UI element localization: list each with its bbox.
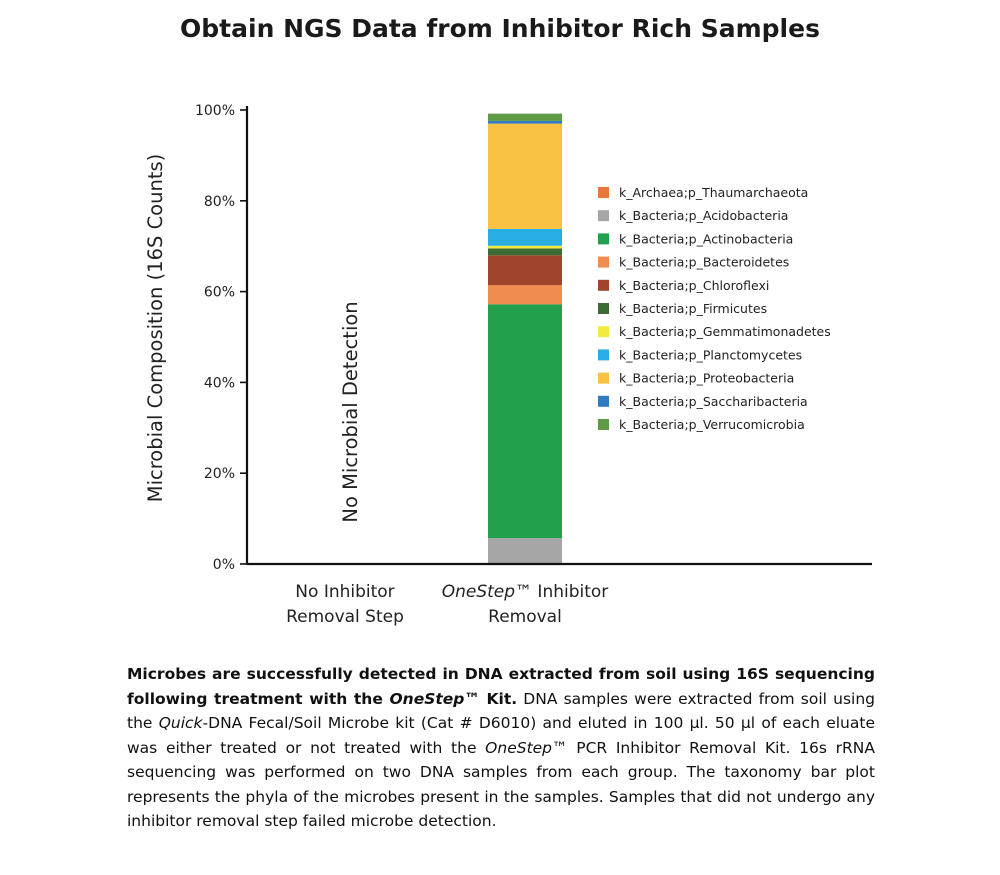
legend-label-planctomycetes: k_Bacteria;p_Planctomycetes: [619, 347, 802, 362]
legend-swatch-actinobacteria: [598, 233, 609, 245]
caption-text-3: ™ PCR Inhibitor Removal Kit. 16s rRNA se…: [127, 738, 875, 831]
y-tick-label: 0%: [213, 557, 235, 573]
caption-bold-italic: OneStep: [389, 689, 465, 708]
y-tick-label: 20%: [204, 466, 235, 482]
no-detection-label: No Microbial Detection: [339, 301, 362, 522]
x-category-label-line1: OneStep™ Inhibitor: [442, 582, 609, 602]
caption-text-2: -DNA Fecal/Soil Microbe kit (Cat # D6010…: [127, 714, 875, 757]
y-tick-label: 60%: [204, 285, 235, 301]
bar-segment-planctomycetes: [488, 228, 562, 246]
x-category-label-line1: No Inhibitor: [295, 582, 394, 602]
legend-label-proteobacteria: k_Bacteria;p_Proteobacteria: [619, 371, 794, 386]
legend-label-chloroflexi: k_Bacteria;p_Chloroflexi: [619, 278, 769, 293]
legend-label-verrucomicrobia: k_Bacteria;p_Verrucomicrobia: [619, 417, 805, 432]
caption-italic-1: Quick: [158, 714, 203, 732]
y-tick-label: 80%: [204, 194, 235, 210]
x-category-label-line2: Removal Step: [286, 607, 404, 627]
bar-segment-actinobacteria: [488, 304, 562, 539]
stacked-bar-chart: 0% 20% 40% 60% 80% 100% Microbial Composition …: [144, 103, 872, 627]
bar-segment-gemmatimonadetes: [488, 245, 562, 249]
bar-segment-chloroflexi: [488, 255, 562, 286]
legend-label-acidobacteria: k_Bacteria;p_Acidobacteria: [619, 208, 788, 223]
legend-label-bacteroidetes: k_Bacteria;p_Bacteroidetes: [619, 255, 789, 270]
legend-label-saccharibacteria: k_Bacteria;p_Saccharibacteria: [619, 394, 808, 409]
legend-swatch-gemmatimonadetes: [598, 326, 609, 338]
caption-bold-tm: ™: [464, 689, 480, 708]
figure-caption: Microbes are successfully detected in DN…: [127, 662, 875, 834]
legend-label-thaumarchaeota: k_Archaea;p_Thaumarchaeota: [619, 185, 808, 200]
caption-bold-part-1: Microbes are successfully detected in DN…: [127, 665, 875, 708]
legend: k_Archaea;p_Thaumarchaeota k_Bacteria;p_A…: [598, 185, 831, 432]
legend-swatch-verrucomicrobia: [598, 419, 609, 430]
y-tick-label: 100%: [195, 103, 235, 119]
legend-label-actinobacteria: k_Bacteria;p_Actinobacteria: [619, 231, 793, 246]
legend-swatch-firmicutes: [598, 303, 609, 314]
x-category-label-line2: Removal: [488, 607, 562, 627]
legend-swatch-proteobacteria: [598, 372, 609, 384]
y-tick-label: 40%: [204, 375, 235, 391]
caption-bold-part-2: Kit.: [479, 689, 518, 708]
bars-layer: [488, 113, 562, 564]
caption-text-1: DNA samples were extracted from soil usi…: [127, 689, 875, 733]
legend-swatch-saccharibacteria: [598, 395, 609, 407]
chart-title: Obtain NGS Data from Inhibitor Rich Samp…: [180, 14, 820, 43]
legend-swatch-thaumarchaeota: [598, 187, 609, 198]
bar-segment-saccharibacteria: [488, 120, 562, 124]
bar-segment-bacteroidetes: [488, 285, 562, 305]
legend-swatch-planctomycetes: [598, 349, 609, 361]
bar-segment-proteobacteria: [488, 123, 562, 229]
bar-segment-acidobacteria: [488, 538, 562, 564]
bar-segment-firmicutes: [488, 248, 562, 256]
axes-layer: 0% 20% 40% 60% 80% 100% Microbial Composition …: [144, 103, 872, 627]
legend-label-gemmatimonadetes: k_Bacteria;p_Gemmatimonadetes: [619, 324, 831, 339]
legend-swatch-chloroflexi: [598, 279, 609, 291]
caption-italic-2: OneStep: [485, 738, 553, 757]
bar-segment-verrucomicrobia: [488, 113, 562, 121]
legend-label-firmicutes: k_Bacteria;p_Firmicutes: [619, 301, 767, 316]
y-axis-label: Microbial Composition (16S Counts): [144, 154, 167, 503]
legend-swatch-acidobacteria: [598, 210, 609, 222]
legend-swatch-bacteroidetes: [598, 256, 609, 268]
